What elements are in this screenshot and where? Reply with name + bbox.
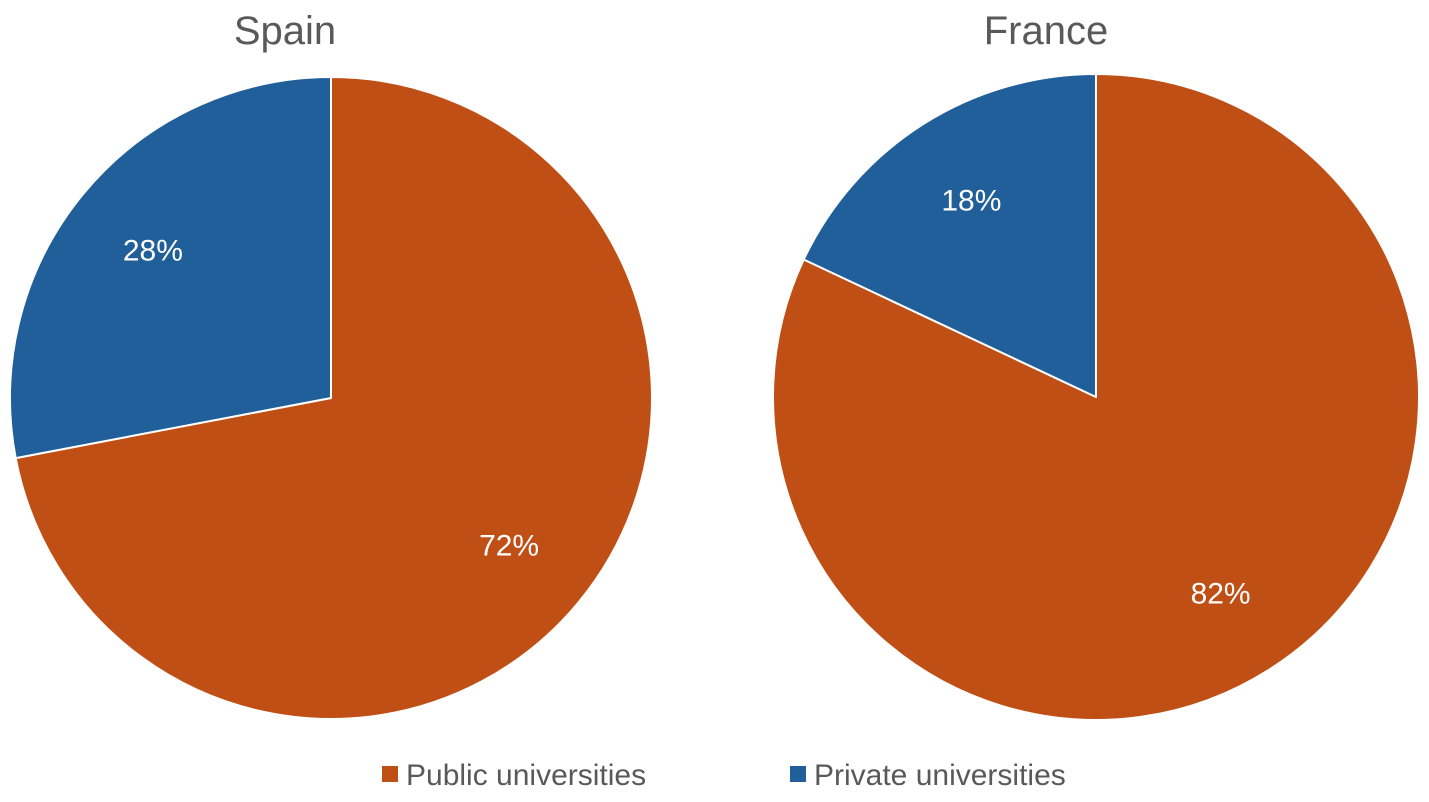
legend-swatch-public <box>382 766 398 782</box>
pie-france-slice-private <box>802 73 1097 398</box>
pie-spain-label-public: 72% <box>479 529 539 562</box>
pie-france-label-public: 82% <box>1191 577 1251 610</box>
legend-label-private: Private universities <box>814 759 1066 792</box>
pie-france-label-private: 18% <box>941 185 1001 218</box>
pie-chart-spain: Spain 72% 28% <box>9 9 654 720</box>
legend-label-public: Public universities <box>406 759 646 792</box>
pie-spain-label-private: 28% <box>123 235 183 268</box>
legend-swatch-private <box>790 766 806 782</box>
pie-chart-france: France 82% 18% <box>772 9 1420 721</box>
pie-spain-slice-private <box>9 76 332 460</box>
pie-title-france: France <box>984 9 1109 53</box>
legend: Public universities Private universities <box>382 759 1066 792</box>
pie-title-spain: Spain <box>234 9 336 53</box>
pie-spain-slice-public <box>14 76 654 720</box>
